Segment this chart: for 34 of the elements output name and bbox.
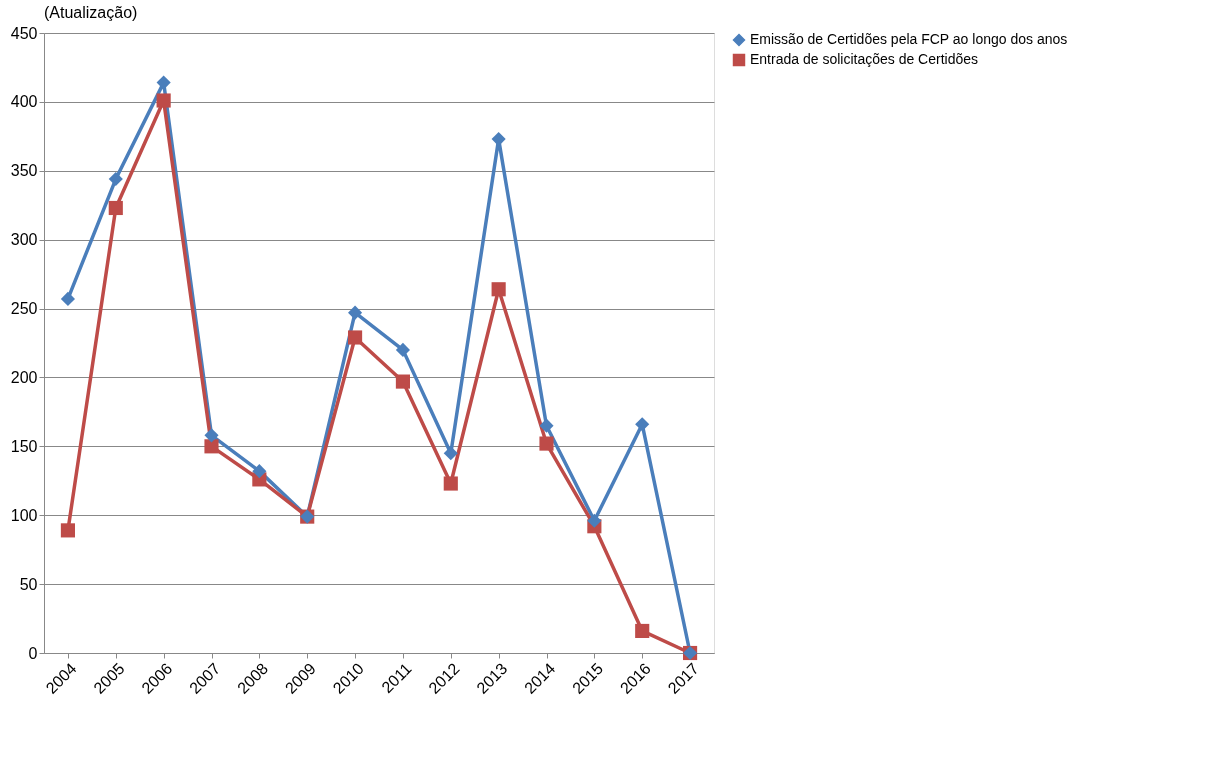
point — [156, 75, 171, 90]
point — [60, 523, 75, 538]
point — [108, 171, 123, 187]
point — [395, 342, 410, 357]
y-tick-label: 400 — [10, 93, 38, 111]
point — [108, 200, 123, 216]
point — [491, 282, 506, 297]
point — [539, 418, 554, 433]
point — [252, 464, 267, 479]
y-tick-label: 100 — [10, 506, 38, 524]
point — [443, 476, 458, 491]
point — [539, 436, 554, 451]
legend-label: Emissão de Certidões pela FCP ao longo dos anos — [750, 31, 1068, 47]
legend-label: Entrada de solicitações de Certidões — [750, 51, 979, 67]
point — [60, 291, 75, 306]
point — [348, 305, 363, 320]
point — [204, 439, 219, 454]
point — [587, 513, 602, 528]
y-tick-label: 200 — [10, 368, 38, 386]
y-tick-label: 450 — [10, 24, 38, 42]
point — [204, 428, 219, 443]
point — [156, 93, 171, 108]
y-tick-label: 300 — [10, 231, 38, 249]
point — [635, 623, 650, 639]
y-tick-label: 150 — [10, 437, 38, 455]
point — [635, 417, 650, 432]
y-tick-label: 350 — [10, 162, 38, 180]
point — [443, 446, 458, 461]
y-tick-label: 50 — [19, 575, 38, 593]
y-tick-label: 0 — [28, 644, 38, 662]
y-tick-label: 250 — [10, 300, 38, 318]
point — [348, 330, 363, 345]
point — [395, 374, 410, 389]
text: (Atualização) — [44, 4, 138, 21]
